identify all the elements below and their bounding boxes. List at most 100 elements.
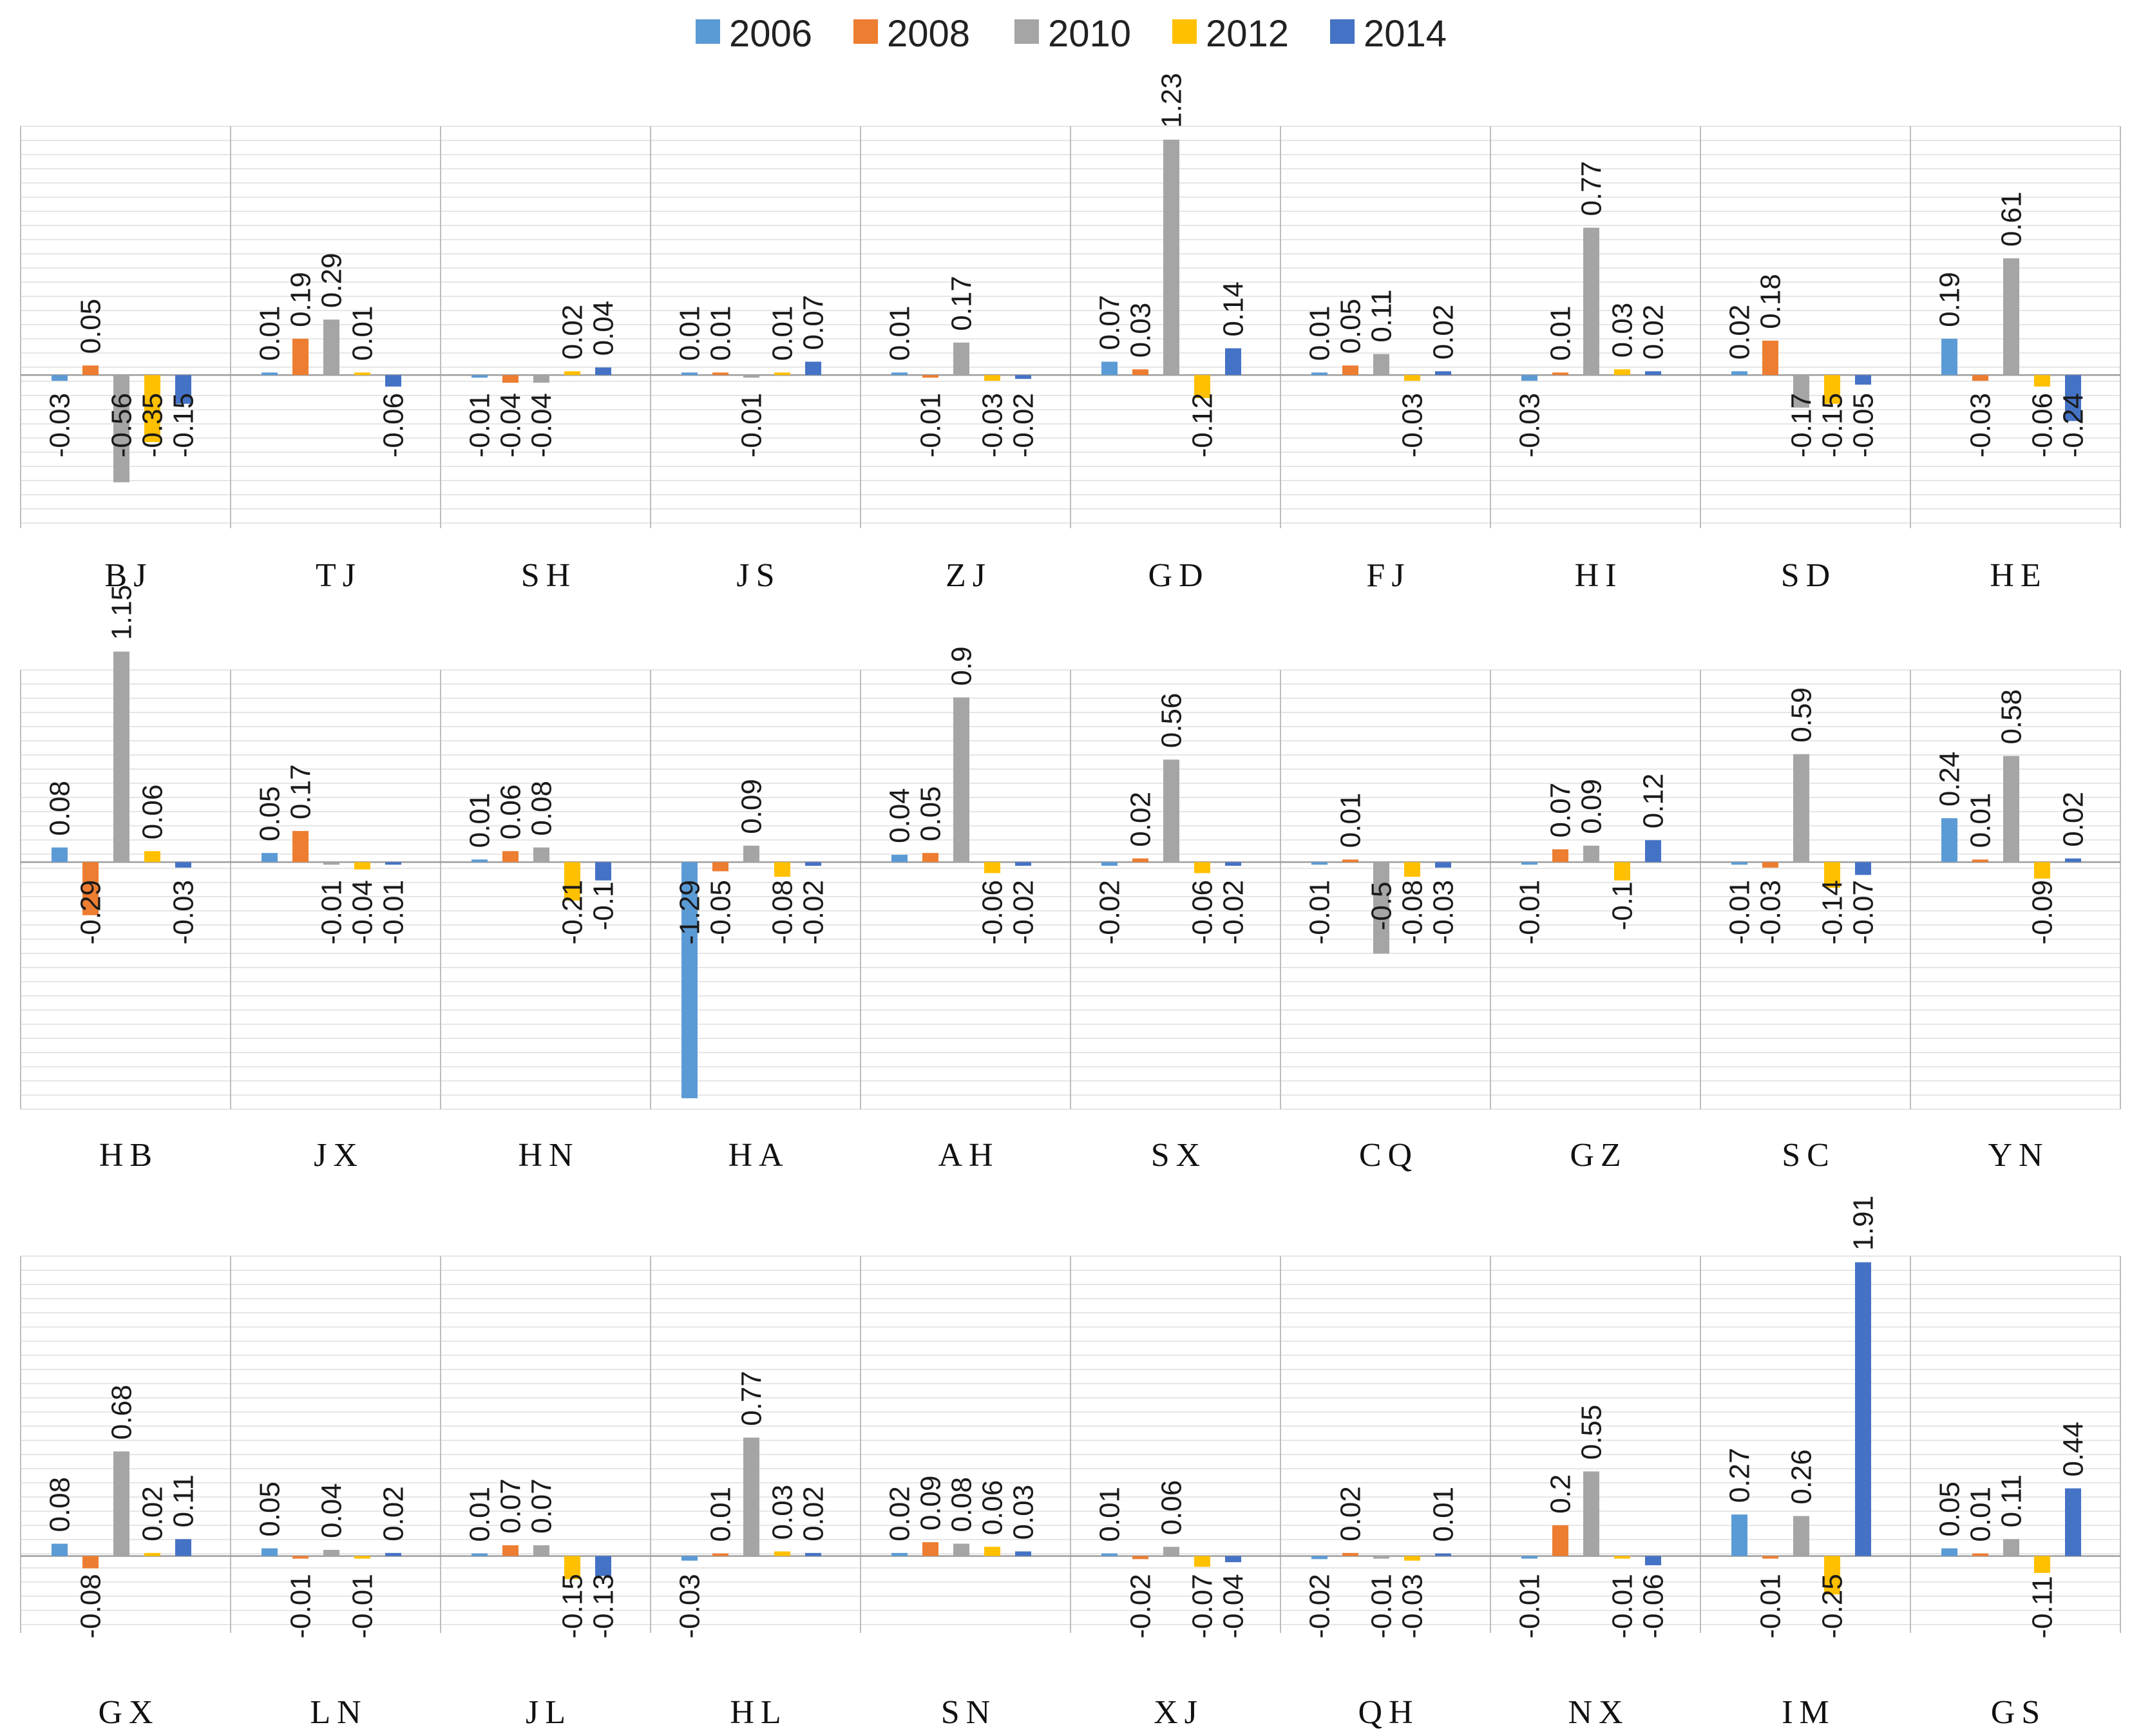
bar-ZJ-2012 — [984, 375, 1000, 381]
panel-LN: 0.05 -0.01 0.04 -0.01 0.02 LN — [254, 1482, 410, 1731]
value-label-ZJ-2014: -0.02 — [1008, 393, 1040, 457]
value-label-SH-2008: -0.04 — [495, 393, 527, 457]
bar-HA-2008 — [712, 862, 728, 872]
value-label-GX-2008: -0.08 — [75, 1574, 107, 1638]
value-label-HN-2014: -0.1 — [588, 882, 620, 931]
panel-SN: 0.02 0.09 0.08 0.06 0.03 SN — [884, 1475, 1040, 1731]
province-label-IM: IM — [1782, 1694, 1836, 1731]
bar-LN-2012 — [354, 1556, 370, 1559]
value-label-NX-2006: -0.01 — [1514, 1574, 1546, 1638]
value-label-HE-2006: 0.19 — [1934, 272, 1966, 327]
bar-SC-2006 — [1731, 862, 1747, 865]
bar-TJ-2006 — [262, 372, 278, 376]
value-label-JL-2006: 0.01 — [464, 1487, 496, 1542]
value-label-GZ-2006: -0.01 — [1514, 880, 1546, 944]
value-label-GD-2014: 0.14 — [1218, 281, 1250, 337]
value-label-HI-2012: 0.03 — [1607, 303, 1639, 358]
value-label-AH-2010: 0.9 — [946, 646, 978, 685]
value-label-HI-2010: 0.77 — [1576, 161, 1608, 216]
bar-GZ-2014 — [1645, 840, 1661, 863]
value-label-IM-2006: 0.27 — [1724, 1448, 1756, 1503]
value-label-YN-2012: -0.09 — [2027, 880, 2059, 944]
legend-swatch-2006 — [696, 19, 720, 44]
province-label-GX: GX — [98, 1694, 159, 1731]
bar-HB-2010 — [113, 651, 129, 863]
bar-JX-2014 — [385, 862, 401, 865]
bar-SD-2008 — [1762, 340, 1778, 376]
value-label-LN-2014: 0.02 — [378, 1486, 410, 1541]
bar-SN-2014 — [1015, 1551, 1031, 1556]
value-label-HL-2010: 0.77 — [736, 1371, 768, 1426]
bar-HB-2014 — [175, 862, 191, 868]
value-label-HA-2010: 0.09 — [736, 779, 768, 834]
panel-HI: -0.03 0.01 0.77 0.03 0.02 HI — [1514, 161, 1670, 594]
legend-label-2012: 2012 — [1206, 13, 1289, 55]
bar-BJ-2006 — [52, 375, 68, 381]
province-label-JX: JX — [314, 1137, 364, 1174]
bar-CQ-2014 — [1435, 862, 1451, 868]
value-label-JX-2010: -0.01 — [316, 880, 348, 944]
bar-XJ-2014 — [1225, 1556, 1241, 1563]
bar-LN-2014 — [385, 1552, 401, 1556]
bar-SN-2008 — [922, 1542, 938, 1556]
province-label-JL: JL — [526, 1694, 572, 1731]
province-label-GZ: GZ — [1570, 1137, 1627, 1174]
value-label-HB-2014: -0.03 — [168, 880, 200, 944]
value-label-JL-2008: 0.07 — [495, 1478, 527, 1534]
legend-label-2006: 2006 — [729, 13, 812, 55]
bar-QH-2012 — [1404, 1556, 1420, 1561]
value-label-SH-2012: 0.02 — [557, 305, 589, 360]
bar-YN-2006 — [1941, 818, 1957, 863]
value-label-XJ-2006: 0.01 — [1094, 1487, 1126, 1542]
value-label-JX-2012: -0.04 — [347, 880, 379, 944]
value-label-HA-2014: -0.02 — [798, 880, 830, 944]
legend-swatch-2012 — [1172, 19, 1197, 44]
legend: 2006 2008 2010 2012 2014 — [696, 13, 1447, 55]
value-label-HE-2014: -0.24 — [2058, 393, 2089, 457]
value-label-GZ-2008: 0.07 — [1545, 783, 1577, 838]
value-label-CQ-2010: -0.5 — [1366, 882, 1398, 931]
bar-SD-2014 — [1855, 375, 1871, 385]
bar-HB-2012 — [144, 851, 160, 863]
panel-YN: 0.240.01 0.58 -0.09 0.02 YN — [1934, 689, 2089, 1174]
province-label-NX: NX — [1568, 1694, 1629, 1731]
value-label-SD-2014: -0.05 — [1848, 393, 1880, 457]
bar-GX-2014 — [175, 1539, 191, 1556]
bar-HI-2010 — [1583, 227, 1599, 376]
value-label-GZ-2014: 0.12 — [1638, 774, 1670, 829]
value-label-LN-2008: -0.01 — [285, 1574, 317, 1638]
panel-AH: 0.04 0.05 0.9 -0.06 -0.02 AH — [884, 646, 1040, 1174]
value-label-XJ-2012: -0.07 — [1187, 1574, 1219, 1638]
value-label-HN-2006: 0.01 — [464, 793, 496, 848]
bar-XJ-2012 — [1194, 1556, 1210, 1567]
panel-HN: 0.01 0.06 0.08 -0.21 -0.1 HN — [464, 781, 620, 1174]
bar-JX-2008 — [292, 831, 309, 863]
province-label-FJ: FJ — [1366, 557, 1411, 594]
bar-JX-2006 — [262, 853, 278, 863]
legend-label-2008: 2008 — [887, 13, 970, 55]
value-label-JX-2006: 0.05 — [254, 787, 286, 842]
province-label-JS: JS — [736, 557, 781, 594]
bar-ZJ-2008 — [922, 375, 938, 378]
panel-QH: -0.02 0.02 -0.01 -0.03 0.01 QH — [1304, 1486, 1460, 1731]
bar-GZ-2012 — [1614, 862, 1630, 881]
bar-HL-2010 — [743, 1437, 759, 1556]
bar-QH-2010 — [1373, 1556, 1389, 1559]
bar-HE-2010 — [2003, 258, 2019, 376]
value-label-GX-2014: 0.11 — [168, 1474, 200, 1527]
bar-SX-2012 — [1194, 862, 1210, 873]
bar-IM-2012 — [1824, 1556, 1840, 1595]
bar-SH-2010 — [533, 375, 549, 383]
value-label-FJ-2014: 0.02 — [1428, 305, 1460, 360]
bar-ZJ-2010 — [953, 342, 969, 376]
legend-label-2014: 2014 — [1364, 13, 1447, 55]
value-label-BJ-2010: -0.56 — [106, 393, 138, 457]
bar-HE-2008 — [1972, 375, 1988, 381]
bar-XJ-2006 — [1101, 1553, 1118, 1556]
value-label-YN-2014: 0.02 — [2058, 792, 2089, 847]
value-label-SH-2006: -0.01 — [464, 393, 496, 457]
value-label-TJ-2006: 0.01 — [254, 306, 286, 361]
chart-row-1: -0.030.05-0.56 -0.35 -0.15BJ0.010.190.290.… — [20, 73, 2121, 594]
